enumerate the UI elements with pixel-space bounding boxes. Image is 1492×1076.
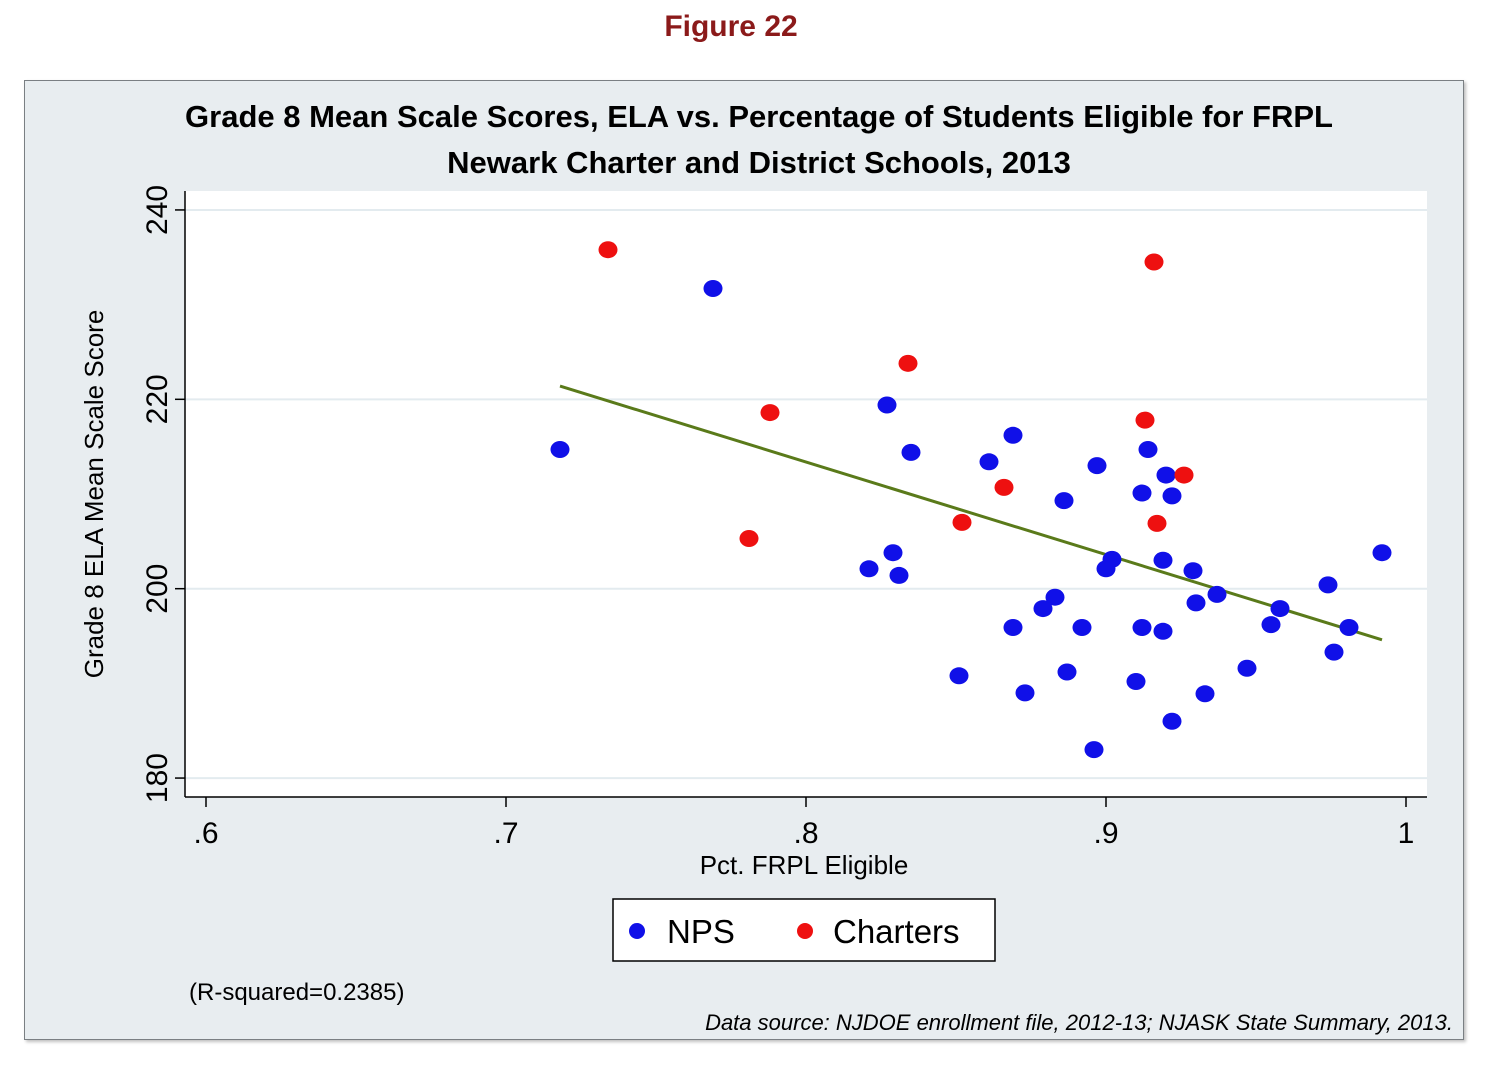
nps-point [949,667,969,685]
nps-point [1318,576,1338,594]
nps-point [1183,562,1203,580]
fit-line [559,384,1383,642]
y-ticks: 180 200 220 240 [141,185,185,803]
x-tick-label: .7 [493,817,518,850]
charter-point [898,354,918,372]
nps-point [883,544,903,562]
chart-title-line-1: Grade 8 Mean Scale Scores, ELA vs. Perce… [185,99,1333,134]
scatter-chart: Grade 8 Mean Scale Scores, ELA vs. Perce… [79,99,1453,1035]
nps-point [1015,684,1035,702]
x-ticks: .6 .7 .8 .9 1 [193,797,1414,850]
nps-point [859,560,879,578]
nps-point [1132,484,1152,502]
nps-point [1372,544,1392,562]
nps-point [1003,426,1023,444]
nps-point [1186,594,1206,612]
legend-charters-label: Charters [833,913,960,950]
nps-point [550,440,570,458]
nps-point [1003,619,1023,637]
nps-point [901,443,921,461]
nps-point [1033,600,1053,618]
charter-point [739,530,759,548]
nps-point [979,453,999,471]
nps-point [1156,466,1176,484]
nps-point [1138,440,1158,458]
figure-label: Figure 22 [664,10,798,43]
nps-point [1207,585,1227,603]
charter-point [1174,466,1194,484]
x-tick-label: .9 [1093,817,1118,850]
data-points [550,241,1392,759]
charter-point [952,513,972,531]
y-tick-label: 200 [141,564,174,614]
nps-point [1087,457,1107,475]
nps-point [1162,712,1182,730]
charter-point [1135,411,1155,429]
nps-point [1162,487,1182,505]
nps-point [1057,663,1077,681]
nps-point [1132,619,1152,637]
plot-area [185,191,1427,797]
y-tick-label: 240 [141,185,174,235]
nps-point [1237,659,1257,677]
chart-title-line-2: Newark Charter and District Schools, 201… [447,145,1071,180]
charter-point [760,404,780,422]
legend-nps-marker [629,923,645,939]
nps-point [877,396,897,414]
nps-point [1324,643,1344,661]
nps-point [1084,741,1104,759]
nps-point [1054,492,1074,510]
chart-panel: Grade 8 Mean Scale Scores, ELA vs. Perce… [24,80,1464,1040]
nps-point [1153,551,1173,569]
charter-point [1147,514,1167,532]
x-tick-label: 1 [1398,817,1415,850]
nps-point [1270,600,1290,618]
x-tick-label: .8 [793,817,818,850]
fit-line-layer [559,384,1383,642]
nps-point [703,280,723,298]
data-source-note: Data source: NJDOE enrollment file, 2012… [705,1010,1453,1035]
legend: NPS Charters [612,898,996,962]
nps-point [1339,619,1359,637]
y-tick-label: 220 [141,374,174,424]
legend-charters-marker [797,923,813,939]
x-axis-title: Pct. FRPL Eligible [700,850,909,880]
x-tick-label: .6 [193,817,218,850]
nps-point [1102,550,1122,568]
charter-point [994,478,1014,496]
nps-point [1126,672,1146,690]
y-tick-label: 180 [141,753,174,803]
legend-nps-label: NPS [667,913,735,950]
nps-point [889,566,909,584]
nps-point [1153,622,1173,640]
nps-point [1072,619,1092,637]
y-axis-title: Grade 8 ELA Mean Scale Score [79,310,109,679]
charter-point [1144,253,1164,271]
nps-point [1045,588,1065,606]
r-squared-note: (R-squared=0.2385) [189,979,404,1006]
charter-point [598,241,618,259]
nps-point [1261,616,1281,634]
nps-point [1195,685,1215,703]
